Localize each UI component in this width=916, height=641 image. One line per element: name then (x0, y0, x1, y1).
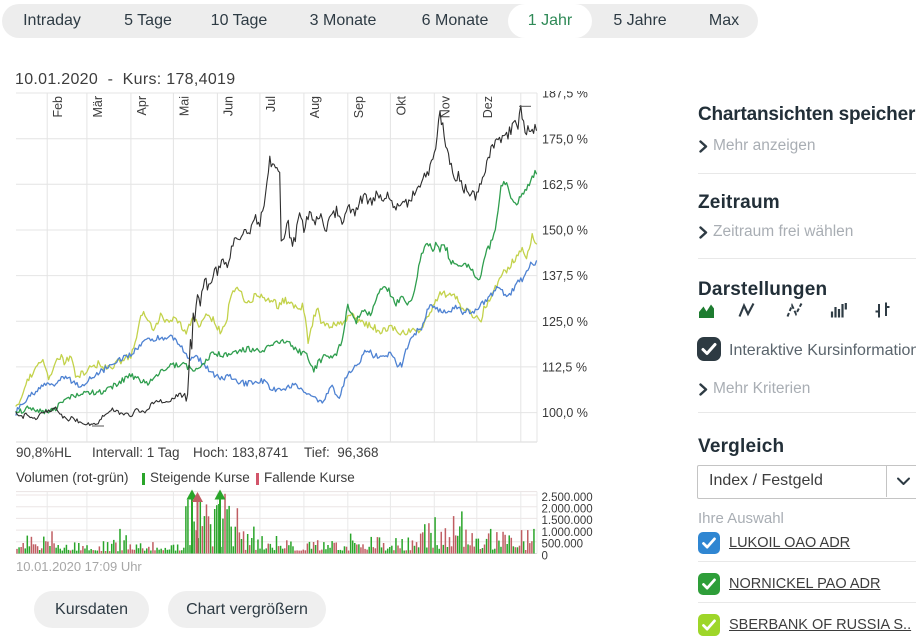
svg-text:100,0 %: 100,0 % (542, 406, 588, 420)
svg-text:Nov: Nov (438, 95, 452, 118)
svg-text:Mär: Mär (91, 96, 105, 118)
svg-text:Dez: Dez (481, 96, 495, 118)
svg-text:Okt: Okt (394, 95, 408, 115)
svg-text:2.500.000: 2.500.000 (542, 492, 593, 504)
svg-text:Apr: Apr (135, 96, 149, 115)
svg-text:175,0 %: 175,0 % (542, 132, 588, 146)
svg-text:0: 0 (542, 550, 548, 562)
svg-text:150,0 %: 150,0 % (542, 224, 588, 238)
svg-text:125,0 %: 125,0 % (542, 315, 588, 329)
svg-text:500.000: 500.000 (542, 539, 584, 551)
svg-text:162,5 %: 162,5 % (542, 178, 588, 192)
svg-text:1.500.000: 1.500.000 (542, 515, 593, 527)
svg-text:Feb: Feb (51, 96, 65, 118)
svg-text:2.000.000: 2.000.000 (542, 504, 593, 516)
svg-text:Sep: Sep (352, 96, 366, 118)
svg-text:Aug: Aug (308, 96, 322, 118)
svg-text:1.000.000: 1.000.000 (542, 527, 593, 539)
svg-text:Jul: Jul (264, 96, 278, 112)
svg-text:Jun: Jun (221, 96, 235, 116)
svg-text:112,5 %: 112,5 % (542, 361, 587, 375)
svg-text:137,5 %: 137,5 % (542, 269, 588, 283)
svg-text:Mai: Mai (177, 96, 191, 116)
